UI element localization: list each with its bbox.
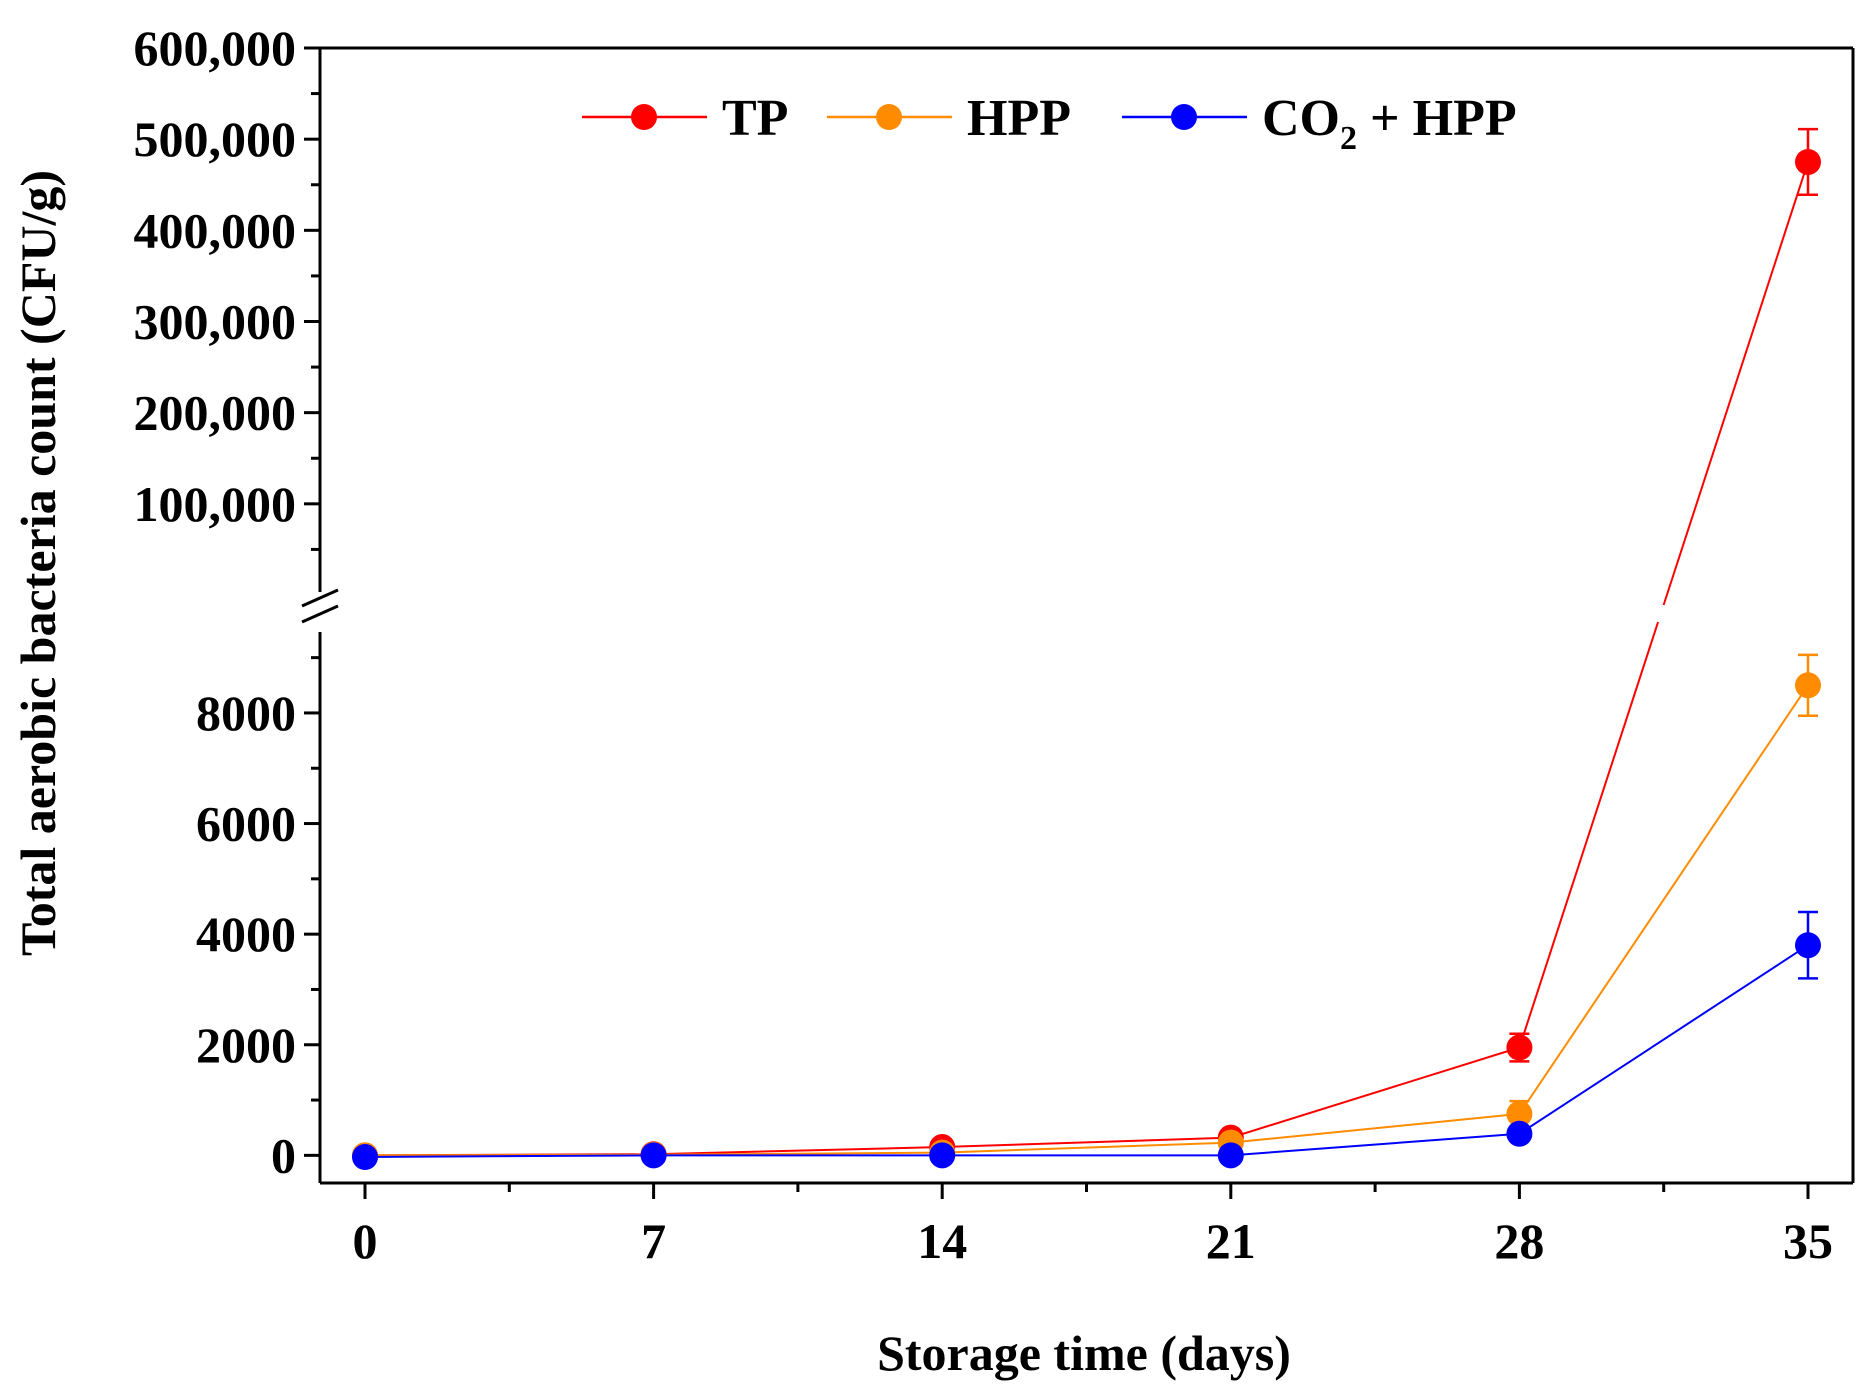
y-tick-label: 200,000: [134, 385, 297, 441]
x-axis-title: Storage time (days): [877, 1325, 1291, 1381]
x-tick-label: 21: [1206, 1213, 1256, 1269]
series-line-segment: [364, 1154, 654, 1159]
series-hpp: [352, 653, 1821, 1169]
legend-label: HPP: [967, 90, 1071, 147]
y-tick-label: 600,000: [134, 20, 297, 76]
series-line-segment: [1662, 161, 1809, 606]
y-axis-title: Total aerobic bacteria count (CFU/g): [10, 170, 66, 956]
data-point: [1506, 1120, 1533, 1147]
y-tick-label: 4000: [196, 906, 296, 962]
x-tick-label: 28: [1494, 1213, 1544, 1269]
series-line-segment: [1230, 1046, 1520, 1139]
series-line-segment: [1518, 684, 1809, 1115]
data-point: [640, 1142, 667, 1169]
legend-marker: [631, 104, 657, 130]
series-tp: [352, 127, 1821, 1169]
legend-label: CO2 + HPP: [1262, 90, 1517, 157]
legend-entry: HPP: [827, 90, 1071, 147]
series-line-segment: [942, 1136, 1231, 1149]
data-point: [1506, 1034, 1533, 1061]
axis-break-mark: [301, 588, 339, 608]
y-tick-label: 2000: [196, 1017, 296, 1073]
axis-break-mark: [301, 604, 339, 624]
y-tick-label: 6000: [196, 796, 296, 852]
x-tick-label: 7: [641, 1213, 666, 1269]
x-tick-label: 35: [1783, 1213, 1833, 1269]
y-tick-label: 300,000: [134, 294, 297, 350]
series-line-segment: [1518, 944, 1809, 1135]
series-line-segment: [653, 1146, 943, 1156]
legend-marker: [1171, 104, 1197, 130]
x-tick-label: 14: [917, 1213, 967, 1269]
data-point: [352, 1144, 378, 1171]
series-line-segment: [1230, 1112, 1520, 1144]
series-line-segment: [1230, 1132, 1520, 1157]
legend-entry: CO2 + HPP: [1122, 90, 1517, 157]
data-point: [1506, 1100, 1533, 1127]
y-tick-label: 100,000: [134, 476, 297, 532]
y-tick-label: 500,000: [134, 111, 297, 167]
data-point: [1795, 148, 1821, 175]
y-tick-label: 0: [271, 1127, 296, 1183]
legend-marker: [876, 104, 902, 130]
data-point: [1795, 672, 1821, 699]
y-tick-label: 400,000: [134, 202, 297, 258]
data-point: [1217, 1142, 1244, 1169]
legend-entry: TP: [582, 90, 788, 147]
series-line-segment: [1518, 621, 1660, 1048]
series-co2-hpp: [352, 910, 1821, 1171]
data-point: [929, 1142, 956, 1169]
data-point: [1795, 932, 1821, 959]
legend-label: TP: [722, 90, 788, 147]
series-line-segment: [942, 1141, 1231, 1154]
x-tick-label: 0: [353, 1213, 378, 1269]
y-tick-label: 8000: [196, 685, 296, 741]
